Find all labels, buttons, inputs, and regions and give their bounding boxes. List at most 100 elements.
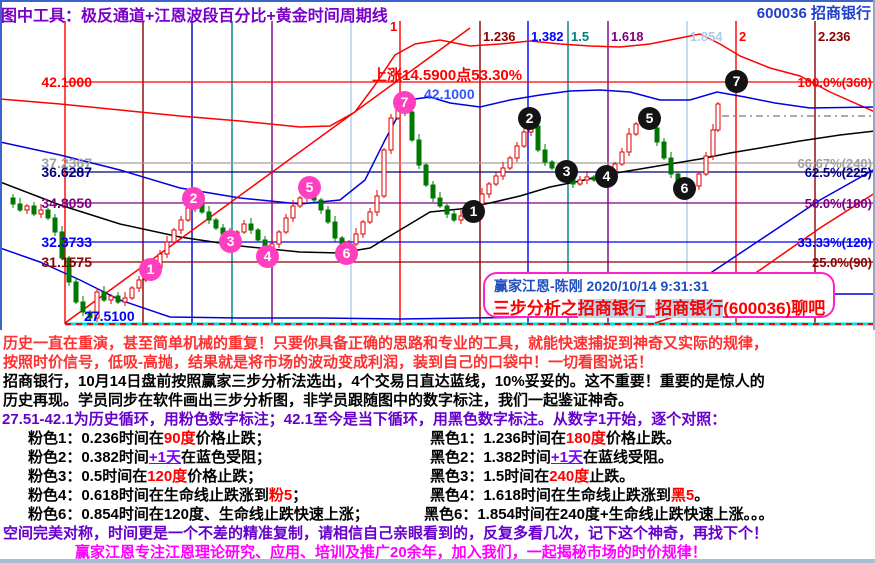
- time-ratio-label-1.854: 1.854: [690, 29, 723, 44]
- black-marker-2: 2: [518, 107, 541, 130]
- text-segment: 在蓝色受阻；: [181, 449, 272, 466]
- stock-code-name: 600036 招商银行: [756, 5, 871, 22]
- price-label-34.8050: 34.8050: [41, 195, 92, 211]
- price-label-31.1575: 31.1575: [41, 254, 92, 270]
- percent-label-100.0%(360): 100.0%(360): [797, 75, 872, 90]
- analysis-line-8-right: 黑色4：1.618时间在生命线止跌涨到黑5。: [430, 484, 709, 505]
- pink-marker-1: 1: [139, 258, 162, 281]
- text-segment: 粉色6：0.854时间在120度、生命线止跌快速上涨；: [28, 506, 369, 523]
- bottom-edge: [0, 559, 875, 563]
- black-marker-5: 5: [638, 107, 661, 130]
- analysis-line-8: 粉色4：0.618时间在生命线止跌涨到粉5；: [28, 484, 307, 505]
- top-edge: [0, 0, 875, 2]
- text-segment: 120度: [147, 468, 188, 485]
- analysis-room-title-segment: _: [645, 299, 656, 318]
- analysis-line-1: 按照时价信号，低吸-高抛，结果就是将市场的波动变成利润，装到自己的口袋中！一切看…: [3, 351, 653, 372]
- left-edge: [0, 0, 2, 330]
- pink-marker-7: 7: [393, 91, 416, 114]
- pink-marker-5: 5: [298, 176, 321, 199]
- text-segment: 180度: [565, 430, 606, 447]
- percent-label-25.0%(90): 25.0%(90): [812, 255, 872, 270]
- price-label-27-51: 27.5100: [84, 308, 135, 324]
- text-segment: +1天: [550, 449, 583, 466]
- black-marker-7: 7: [725, 70, 748, 93]
- time-ratio-label-2.236: 2.236: [818, 29, 851, 44]
- black-marker-4: 4: [595, 165, 618, 188]
- text-segment: 90度: [163, 430, 196, 447]
- price-label-37.2367: 37.2367: [41, 155, 92, 171]
- text-segment: 粉色4：0.618时间在生命线止跌涨到: [28, 487, 269, 504]
- text-segment: 粉色3：0.5时间在: [28, 468, 148, 485]
- text-segment: 价格止跌。: [605, 430, 681, 447]
- percent-label-50.0%(180): 50.0%(180): [804, 196, 872, 211]
- analysis-room-title: 三步分析之招商银行_招商银行(600036)聊吧: [485, 294, 833, 319]
- black-marker-3: 3: [555, 160, 578, 183]
- price-label-32.3733: 32.3733: [41, 234, 92, 250]
- text-segment: 黑色4：1.618时间在生命线止跌涨到: [430, 487, 671, 504]
- black-marker-1: 1: [462, 200, 485, 223]
- text-segment: 价格止跌；: [187, 468, 263, 485]
- analysis-room-title-segment: 招商银行: [655, 299, 724, 318]
- text-segment: 止跌。: [589, 468, 635, 485]
- analysis-line-6: 粉色2：0.382时间+1天在蓝色受阻；: [28, 446, 271, 467]
- analysis-line-11: 赢家江恩专注江恩理论研究、应用、培训及推广20余年，加入我们，一起揭秘市场的时价…: [75, 541, 707, 562]
- author-timestamp: 赢家江恩-陈刚 2020/10/14 9:31:31: [494, 278, 709, 294]
- analysis-room-title-segment: 招商银行: [577, 299, 646, 318]
- text-segment: 空间完美对称，时间更是一个不差的精准复制，请相信自己亲眼看到的，反复多看几次，记…: [3, 525, 769, 542]
- text-segment: 招商银行，10月14日盘前按照赢家三步分析法选出，4个交易日直达蓝线，10%妥妥…: [3, 373, 765, 390]
- broadcast-info-box[interactable]: 赢家江恩-陈刚 2020/10/14 9:31:31 三步分析之招商银行_招商银…: [483, 272, 835, 318]
- percent-label-33.33%(120): 33.33%(120): [797, 235, 872, 250]
- price-label-42.1000: 42.1000: [41, 74, 92, 90]
- time-ratio-label-1: 1: [390, 19, 398, 34]
- text-segment: 粉色2：0.382时间: [28, 449, 149, 466]
- analysis-line-6-right: 黑色2：1.382时间+1天在蓝线受阻。: [430, 446, 673, 467]
- analysis-line-7-right: 黑色3：1.5时间在240度止跌。: [430, 465, 634, 486]
- analysis-line-2: 招商银行，10月14日盘前按照赢家三步分析法选出，4个交易日直达蓝线，10%妥妥…: [3, 370, 765, 391]
- text-segment: 黑色6：1.854时间在240度+生命线止跌快速上涨。。。: [424, 506, 774, 523]
- analysis-line-5-right: 黑色1：1.236时间在180度价格止跌。: [430, 427, 681, 448]
- black-marker-6: 6: [673, 177, 696, 200]
- rise-annotation: 上涨14.5900点53.30%: [372, 67, 523, 84]
- time-ratio-label-1.5: 1.5: [571, 29, 590, 44]
- analysis-room-title-segment: (600036)聊吧: [723, 299, 826, 318]
- text-segment: 赢家江恩专注江恩理论研究、应用、培训及推广20余年，加入我们，一起揭秘市场的时价…: [75, 544, 707, 561]
- text-segment: 。: [694, 487, 710, 504]
- time-ratio-label-2: 2: [739, 29, 747, 44]
- text-segment: +1天: [148, 449, 181, 466]
- text-segment: 在蓝线受阻。: [583, 449, 674, 466]
- analysis-line-9-right: 黑色6：1.854时间在240度+生命线止跌快速上涨。。。: [424, 503, 774, 524]
- percent-label-62.5%(225): 62.5%(225): [804, 165, 872, 180]
- analysis-line-0: 历史一直在重演，甚至简单机械的重复！只要你具备正确的思路和专业的工具，就能快速捕…: [3, 332, 768, 353]
- percent-label-66.67%(240): 66.67%(240): [797, 156, 872, 171]
- text-segment: 27.51-42.1为历史循环，用粉色数字标注；42.1至今是当下循环，用黑色数…: [2, 411, 727, 428]
- text-segment: 历史再现。学员同步在软件画出三步分析图，非学员跟随图中的数字标注，我们一起鉴证神…: [3, 392, 634, 409]
- pink-marker-3: 3: [219, 230, 242, 253]
- price-chart-canvas[interactable]: [0, 0, 875, 332]
- right-edge: [873, 0, 875, 330]
- text-segment: 240度: [549, 468, 590, 485]
- pink-marker-2: 2: [182, 187, 205, 210]
- pink-marker-4: 4: [256, 245, 279, 268]
- pink-marker-6: 6: [335, 242, 358, 265]
- price-label-36.6287: 36.6287: [41, 164, 92, 180]
- analysis-room-title-segment: 三步分析之: [492, 299, 578, 318]
- text-segment: 黑色3：1.5时间在: [430, 468, 550, 485]
- text-segment: 按照时价信号，低吸-高抛，结果就是将市场的波动变成利润，装到自己的口袋中！一切看…: [3, 354, 653, 371]
- text-segment: ；: [292, 487, 308, 504]
- time-ratio-label-1.236: 1.236: [483, 29, 516, 44]
- analysis-line-3: 历史再现。学员同步在软件画出三步分析图，非学员跟随图中的数字标注，我们一起鉴证神…: [3, 389, 633, 410]
- analysis-line-4: 27.51-42.1为历史循环，用粉色数字标注；42.1至今是当下循环，用黑色数…: [2, 408, 726, 429]
- text-segment: 粉5: [268, 487, 293, 504]
- peak-price-annotation: 42.1000: [424, 86, 475, 102]
- analysis-line-7: 粉色3：0.5时间在120度价格止跌；: [28, 465, 262, 486]
- title-bar: 图中工具：极反通道+江恩波段百分比+黄金时间周期线 600036 招商银行: [0, 0, 875, 25]
- text-segment: 粉色1：0.236时间在: [28, 430, 164, 447]
- analysis-line-10: 空间完美对称，时间更是一个不差的精准复制，请相信自己亲眼看到的，反复多看几次，记…: [3, 522, 768, 543]
- chart-tools-title: 图中工具：极反通道+江恩波段百分比+黄金时间周期线: [1, 8, 388, 25]
- text-segment: 价格止跌；: [195, 430, 271, 447]
- time-ratio-label-1.618: 1.618: [611, 29, 644, 44]
- text-segment: 黑色1：1.236时间在: [430, 430, 566, 447]
- time-ratio-label-1.382: 1.382: [531, 29, 564, 44]
- analysis-line-5: 粉色1：0.236时间在90度价格止跌；: [28, 427, 271, 448]
